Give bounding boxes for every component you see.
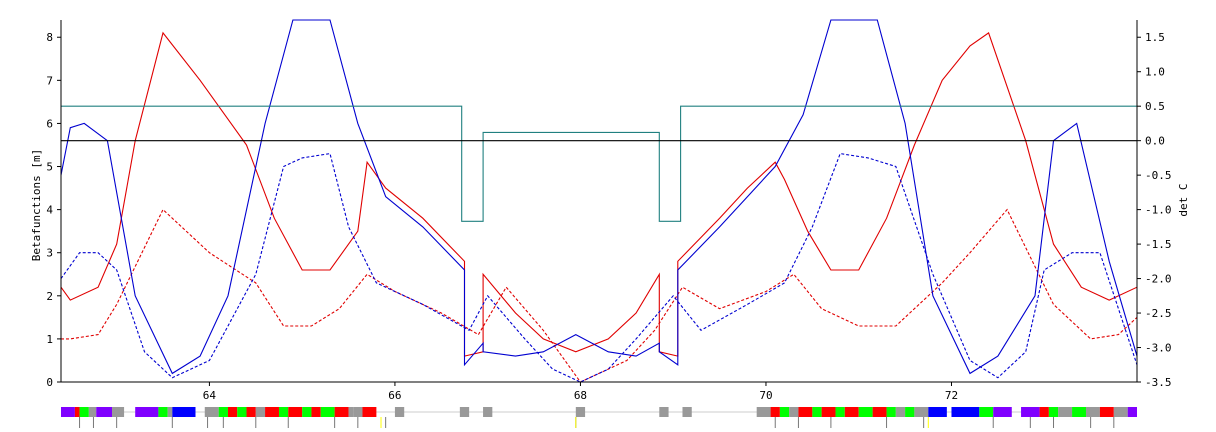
y-right-tick-label: -1.5	[1145, 238, 1172, 251]
lattice-element-red	[74, 407, 80, 417]
lattice-element-gray	[895, 407, 906, 417]
y-right-tick-label: -2.5	[1145, 307, 1172, 320]
lattice-element-purple	[61, 407, 75, 417]
x-tick-label: 64	[203, 389, 217, 402]
lattice-element-red	[311, 407, 321, 417]
lattice-element-green	[779, 407, 790, 417]
lattice-element-purple	[1127, 407, 1137, 417]
lattice-element-red	[844, 407, 859, 417]
y-left-tick-label: 5	[46, 161, 53, 174]
lattice-element-purple	[1021, 407, 1040, 417]
lattice-element-red	[362, 407, 377, 417]
lattice-element-green	[158, 407, 168, 417]
y-right-tick-label: -2.0	[1145, 273, 1172, 286]
lattice-element-green	[858, 407, 873, 417]
y-left-tick-label: 0	[46, 376, 53, 389]
y-right-tick-label: 0.5	[1145, 100, 1165, 113]
lattice-element-gray	[1058, 407, 1073, 417]
lattice-element-red	[334, 407, 349, 417]
lattice-element-red	[798, 407, 813, 417]
plot-area	[61, 19, 1137, 382]
x-tick-label: 66	[388, 389, 401, 402]
lattice-element-gray	[789, 407, 799, 417]
y-right-tick-label: -1.0	[1145, 204, 1172, 217]
series-line-3	[61, 152, 1137, 382]
x-tick-label: 70	[759, 389, 772, 402]
y-right-tick-label: -3.0	[1145, 342, 1172, 355]
lattice-element-green	[302, 407, 312, 417]
y-axis-label-left: Betafunctions [m]	[30, 149, 43, 262]
y-right-tick-label: 1.0	[1145, 66, 1165, 79]
lattice-element-green	[79, 407, 89, 417]
lattice-element-gray	[914, 407, 929, 417]
lattice-element-green	[886, 407, 896, 417]
lattice-element-green	[1072, 407, 1086, 417]
lattice-element-purple	[135, 407, 159, 417]
lattice-element-green	[835, 407, 845, 417]
y-left-tick-label: 2	[46, 290, 53, 303]
lattice-element-blue	[928, 407, 947, 417]
lattice-element-red	[227, 407, 238, 417]
y-left-tick-label: 3	[46, 247, 53, 260]
y-axis-label-right: det C	[1177, 183, 1190, 216]
lattice-element-gray	[348, 407, 354, 417]
lattice-bar	[61, 407, 1137, 428]
series-line-2	[61, 19, 1137, 375]
lattice-element-red	[770, 407, 780, 417]
x-tick-label: 68	[574, 389, 587, 402]
lattice-element-gray	[682, 407, 692, 417]
series-line-0	[61, 31, 1137, 357]
series-line-1	[61, 208, 1137, 382]
lattice-element-green	[278, 407, 289, 417]
lattice-element-gray	[353, 407, 363, 417]
y-left-tick-label: 8	[46, 31, 53, 44]
lattice-element-green	[812, 407, 822, 417]
lattice-element-gray	[756, 407, 771, 417]
lattice-element-blue	[172, 407, 196, 417]
lattice-element-blue	[951, 407, 980, 417]
lattice-element-gray	[394, 407, 405, 417]
lattice-element-red	[1099, 407, 1114, 417]
y-left-tick-label: 1	[46, 333, 53, 346]
lattice-element-gray	[459, 407, 470, 417]
lattice-element-purple	[96, 407, 113, 417]
lattice-element-red	[872, 407, 887, 417]
y-right-tick-label: -0.5	[1145, 169, 1172, 182]
lattice-element-red	[265, 407, 279, 417]
lattice-element-gray	[88, 407, 97, 417]
y-left-tick-label: 4	[46, 204, 53, 217]
lattice-element-green	[979, 407, 994, 417]
lattice-element-green	[905, 407, 915, 417]
y-left-tick-label: 7	[46, 74, 53, 87]
lattice-element-gray	[483, 407, 493, 417]
lattice-element-red	[288, 407, 303, 417]
lattice-element-green	[237, 407, 247, 417]
lattice-element-red	[246, 407, 256, 417]
lattice-element-gray	[575, 407, 586, 417]
lattice-element-purple	[993, 407, 1012, 417]
lattice-element-green	[1048, 407, 1059, 417]
lattice-element-gray	[1113, 407, 1128, 417]
lattice-element-gray	[1085, 407, 1100, 417]
y-right-tick-label: 1.5	[1145, 31, 1165, 44]
lattice-element-green	[218, 407, 228, 417]
series-line-4	[61, 105, 1137, 222]
lattice-element-gray	[112, 407, 125, 417]
y-left-tick-label: 6	[46, 117, 53, 130]
axes: 0 1 2 3 4 5 6 7 8 1.5 1.0 0.5 0.0 -0.5 -1.0 -1.5 -2.0 -2.…	[46, 20, 1172, 402]
y-right-tick-label: -3.5	[1145, 376, 1172, 389]
y-right-tick-label: 0.0	[1145, 135, 1165, 148]
lattice-element-red	[1039, 407, 1049, 417]
lattice-element-gray	[255, 407, 266, 417]
lattice-element-gray	[204, 407, 219, 417]
lattice-element-gray	[167, 407, 173, 417]
lattice-element-gray	[659, 407, 669, 417]
x-tick-label: 72	[945, 389, 958, 402]
lattice-element-red	[821, 407, 836, 417]
lattice-element-green	[320, 407, 335, 417]
